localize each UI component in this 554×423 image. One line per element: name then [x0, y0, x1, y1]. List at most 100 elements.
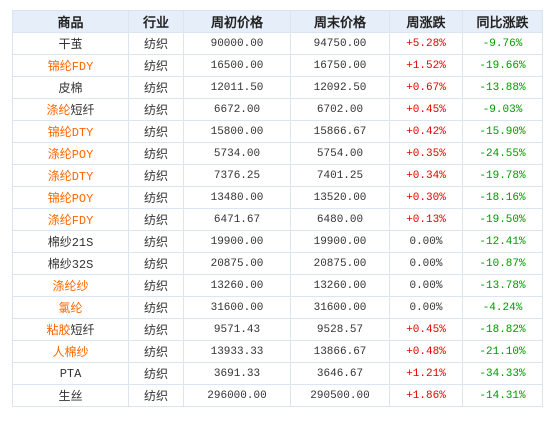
- table-row: 棉纱32S 纺织 20875.00 20875.00 0.00% -10.87%: [12, 252, 543, 275]
- week-open-price: 9571.43: [183, 318, 291, 341]
- week-close-price: 290500.00: [290, 384, 390, 407]
- yoy-change: -12.41%: [462, 230, 543, 253]
- table-row: 涤纶POY 纺织 5734.00 5754.00 +0.35% -24.55%: [12, 142, 543, 165]
- yoy-change: -15.90%: [462, 120, 543, 143]
- week-open-price: 6672.00: [183, 98, 291, 121]
- weekly-change: +0.48%: [389, 340, 463, 363]
- industry-cell: 纺织: [128, 230, 184, 253]
- commodity-link[interactable]: 氯纶: [58, 302, 83, 316]
- commodity-link[interactable]: 涤纶FDY: [47, 214, 94, 228]
- commodity-name: 棉纱21S: [47, 236, 94, 250]
- table-row: 皮棉 纺织 12011.50 12092.50 +0.67% -13.88%: [12, 76, 543, 99]
- week-open-price: 15800.00: [183, 120, 291, 143]
- commodity-cell: PTA: [12, 362, 129, 385]
- industry-cell: 纺织: [128, 362, 184, 385]
- commodity-cell: 人棉纱: [12, 340, 129, 363]
- commodity-cell: 生丝: [12, 384, 129, 407]
- industry-cell: 纺织: [128, 98, 184, 121]
- week-open-price: 31600.00: [183, 296, 291, 319]
- weekly-change: +0.67%: [389, 76, 463, 99]
- table-row: 棉纱21S 纺织 19900.00 19900.00 0.00% -12.41%: [12, 230, 543, 253]
- commodity-cell: 涤纶DTY: [12, 164, 129, 187]
- week-close-price: 13520.00: [290, 186, 390, 209]
- commodity-name: PTA: [59, 366, 82, 381]
- table-row: 人棉纱 纺织 13933.33 13866.67 +0.48% -21.10%: [12, 340, 543, 363]
- weekly-change: +1.86%: [389, 384, 463, 407]
- industry-cell: 纺织: [128, 186, 184, 209]
- weekly-change: +0.13%: [389, 208, 463, 231]
- commodity-link[interactable]: 锦纶FDY: [47, 60, 94, 74]
- industry-cell: 纺织: [128, 76, 184, 99]
- price-table-panel: 商品 行业 周初价格 周末价格 周涨跌 同比涨跌 干茧 纺织 90000.00 …: [12, 10, 543, 407]
- header-weekly-change: 周涨跌: [389, 10, 463, 33]
- week-open-price: 12011.50: [183, 76, 291, 99]
- week-close-price: 12092.50: [290, 76, 390, 99]
- industry-cell: 纺织: [128, 296, 184, 319]
- industry-cell: 纺织: [128, 142, 184, 165]
- yoy-change: -14.31%: [462, 384, 543, 407]
- yoy-change: -10.87%: [462, 252, 543, 275]
- yoy-change: -18.82%: [462, 318, 543, 341]
- table-row: 锦纶POY 纺织 13480.00 13520.00 +0.30% -18.16…: [12, 186, 543, 209]
- commodity-cell: 粘胶短纤: [12, 318, 129, 341]
- yoy-change: -9.76%: [462, 32, 543, 55]
- weekly-change: +5.28%: [389, 32, 463, 55]
- yoy-change: -19.50%: [462, 208, 543, 231]
- week-open-price: 7376.25: [183, 164, 291, 187]
- industry-cell: 纺织: [128, 32, 184, 55]
- week-close-price: 16750.00: [290, 54, 390, 77]
- week-close-price: 7401.25: [290, 164, 390, 187]
- commodity-link[interactable]: 涤纶POY: [47, 148, 94, 162]
- commodity-link[interactable]: 涤纶DTY: [47, 170, 94, 184]
- table-row: 氯纶 纺织 31600.00 31600.00 0.00% -4.24%: [12, 296, 543, 319]
- yoy-change: -9.03%: [462, 98, 543, 121]
- commodity-link[interactable]: 锦纶DTY: [47, 126, 94, 140]
- commodity-cell: 棉纱21S: [12, 230, 129, 253]
- commodity-name: 棉纱32S: [47, 258, 94, 272]
- commodity-cell: 锦纶FDY: [12, 54, 129, 77]
- commodity-cell: 锦纶POY: [12, 186, 129, 209]
- table-row: 粘胶短纤 纺织 9571.43 9528.57 +0.45% -18.82%: [12, 318, 543, 341]
- commodity-cell: 涤纶POY: [12, 142, 129, 165]
- table-row: 涤纶FDY 纺织 6471.67 6480.00 +0.13% -19.50%: [12, 208, 543, 231]
- table-row: 涤纶DTY 纺织 7376.25 7401.25 +0.34% -19.78%: [12, 164, 543, 187]
- yoy-change: -19.66%: [462, 54, 543, 77]
- weekly-change: +0.45%: [389, 98, 463, 121]
- commodity-link[interactable]: 人棉纱: [52, 346, 89, 360]
- commodity-cell: 涤纶纱: [12, 274, 129, 297]
- week-close-price: 19900.00: [290, 230, 390, 253]
- table-row: 涤纶纱 纺织 13260.00 13260.00 0.00% -13.78%: [12, 274, 543, 297]
- week-close-price: 6702.00: [290, 98, 390, 121]
- week-close-price: 6480.00: [290, 208, 390, 231]
- commodity-link[interactable]: 涤纶: [46, 104, 71, 118]
- week-close-price: 3646.67: [290, 362, 390, 385]
- header-industry: 行业: [128, 10, 184, 33]
- industry-cell: 纺织: [128, 208, 184, 231]
- commodity-name: 短纤: [70, 324, 95, 338]
- industry-cell: 纺织: [128, 54, 184, 77]
- week-open-price: 19900.00: [183, 230, 291, 253]
- weekly-change: 0.00%: [389, 296, 463, 319]
- commodity-link[interactable]: 涤纶纱: [52, 280, 89, 294]
- industry-cell: 纺织: [128, 164, 184, 187]
- commodity-cell: 涤纶FDY: [12, 208, 129, 231]
- week-open-price: 13480.00: [183, 186, 291, 209]
- week-open-price: 20875.00: [183, 252, 291, 275]
- industry-cell: 纺织: [128, 120, 184, 143]
- week-open-price: 5734.00: [183, 142, 291, 165]
- weekly-change: 0.00%: [389, 252, 463, 275]
- header-close-price: 周末价格: [290, 10, 390, 33]
- table-row: 涤纶短纤 纺织 6672.00 6702.00 +0.45% -9.03%: [12, 98, 543, 121]
- industry-cell: 纺织: [128, 318, 184, 341]
- commodity-link[interactable]: 锦纶POY: [47, 192, 94, 206]
- weekly-change: 0.00%: [389, 230, 463, 253]
- weekly-change: +0.30%: [389, 186, 463, 209]
- industry-cell: 纺织: [128, 384, 184, 407]
- industry-cell: 纺织: [128, 274, 184, 297]
- week-close-price: 13260.00: [290, 274, 390, 297]
- week-close-price: 9528.57: [290, 318, 390, 341]
- week-close-price: 5754.00: [290, 142, 390, 165]
- commodity-cell: 皮棉: [12, 76, 129, 99]
- commodity-link[interactable]: 粘胶: [46, 324, 71, 338]
- yoy-change: -18.16%: [462, 186, 543, 209]
